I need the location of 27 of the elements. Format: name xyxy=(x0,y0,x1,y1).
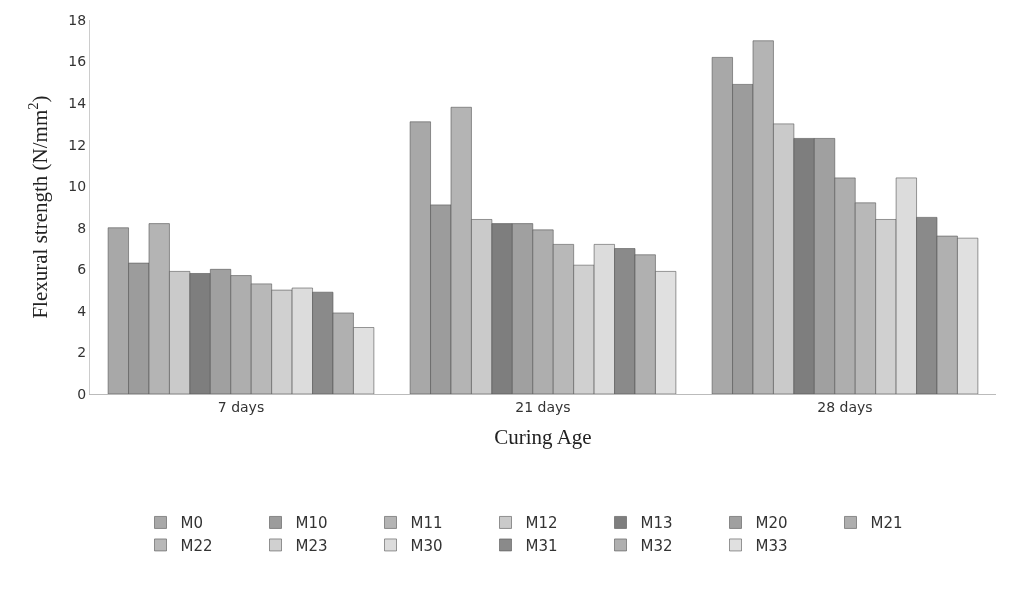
legend-label: M20 xyxy=(755,514,788,533)
legend-label: M12 xyxy=(525,514,558,533)
y-tick-label: 18 xyxy=(68,11,87,28)
y-tick-label: 8 xyxy=(77,219,87,236)
legend-label: M13 xyxy=(640,514,673,533)
x-tick-label: 28 days xyxy=(817,398,873,415)
legend-label: M11 xyxy=(410,514,443,533)
legend-label: M0 xyxy=(180,514,203,533)
y-tick-label: 2 xyxy=(77,344,87,361)
y-tick-label: 12 xyxy=(68,136,87,153)
y-tick-label: 10 xyxy=(68,178,87,195)
x-axis-title: Curing Age xyxy=(494,425,592,449)
y-tick-label: 0 xyxy=(77,385,87,402)
y-tick-label: 14 xyxy=(68,95,87,112)
legend-label: M22 xyxy=(180,536,213,555)
legend-label: M10 xyxy=(295,514,328,533)
x-tick-label: 7 days xyxy=(217,398,265,415)
legend-label: M32 xyxy=(640,536,673,555)
legend-label: M21 xyxy=(870,514,903,533)
y-tick-label: 16 xyxy=(68,53,87,70)
x-tick-label: 21 days xyxy=(515,398,571,415)
legend-label: M31 xyxy=(525,536,558,555)
y-tick-label: 6 xyxy=(77,261,87,278)
legend-label: M33 xyxy=(755,536,788,555)
y-tick-label: 4 xyxy=(77,302,87,319)
legend-label: M30 xyxy=(410,536,443,555)
legend-label: M23 xyxy=(295,536,328,555)
